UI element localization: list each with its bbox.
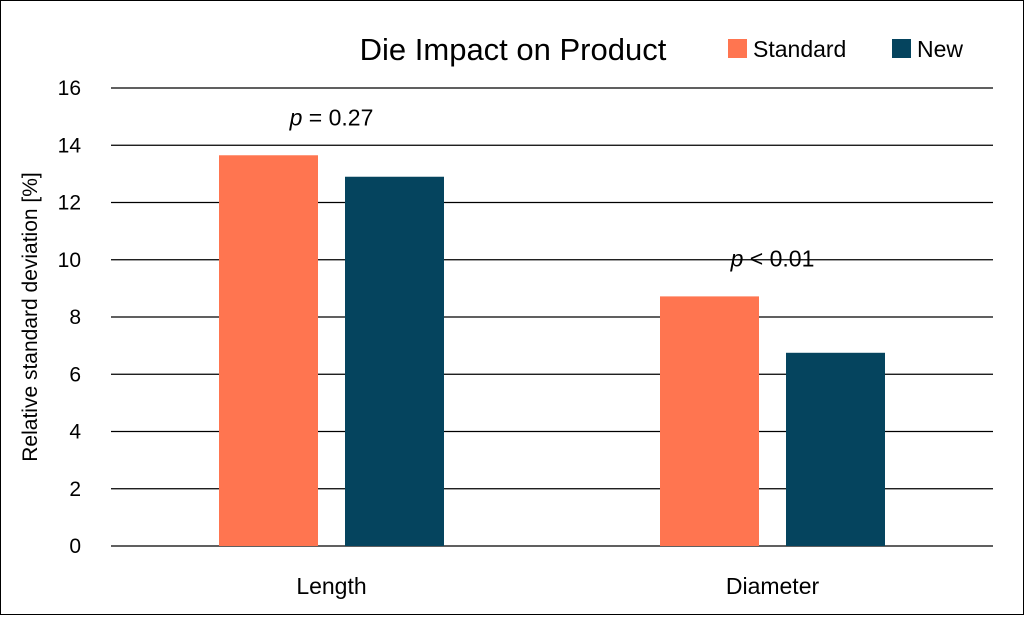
y-tick-label: 4 xyxy=(69,421,81,444)
annotations: p = 0.27 p < 0.01 xyxy=(289,104,815,271)
x-category-label: Diameter xyxy=(726,573,820,599)
y-tick-label: 0 xyxy=(69,535,81,558)
p-value-annotation: p = 0.27 xyxy=(289,104,374,130)
y-tick-label: 6 xyxy=(69,363,81,386)
legend-label-new: New xyxy=(917,36,963,62)
bar-new-length xyxy=(345,176,444,547)
y-tick-label: 16 xyxy=(58,77,81,100)
legend-label-standard: Standard xyxy=(753,36,846,62)
legend: Standard New xyxy=(728,36,963,62)
x-category-label: Length xyxy=(296,573,366,599)
y-tick-label: 10 xyxy=(58,249,81,272)
bar-standard-length xyxy=(219,155,318,547)
y-tick-label: 8 xyxy=(69,306,81,329)
y-axis-ticks: 0 2 4 6 8 10 12 14 16 xyxy=(58,77,82,558)
y-tick-label: 12 xyxy=(58,192,81,215)
p-value-annotation: p < 0.01 xyxy=(730,245,815,271)
chart-title: Die Impact on Product xyxy=(360,32,667,67)
bar-standard-diameter xyxy=(660,296,759,546)
y-tick-label: 14 xyxy=(58,134,82,157)
x-axis-categories: Length Diameter xyxy=(296,573,819,599)
bar-new-diameter xyxy=(786,352,885,546)
y-axis-label: Relative standard deviation [%] xyxy=(19,172,42,462)
legend-swatch-new xyxy=(892,39,911,58)
y-tick-label: 2 xyxy=(69,478,81,501)
bars xyxy=(219,155,885,547)
legend-swatch-standard xyxy=(728,39,747,58)
